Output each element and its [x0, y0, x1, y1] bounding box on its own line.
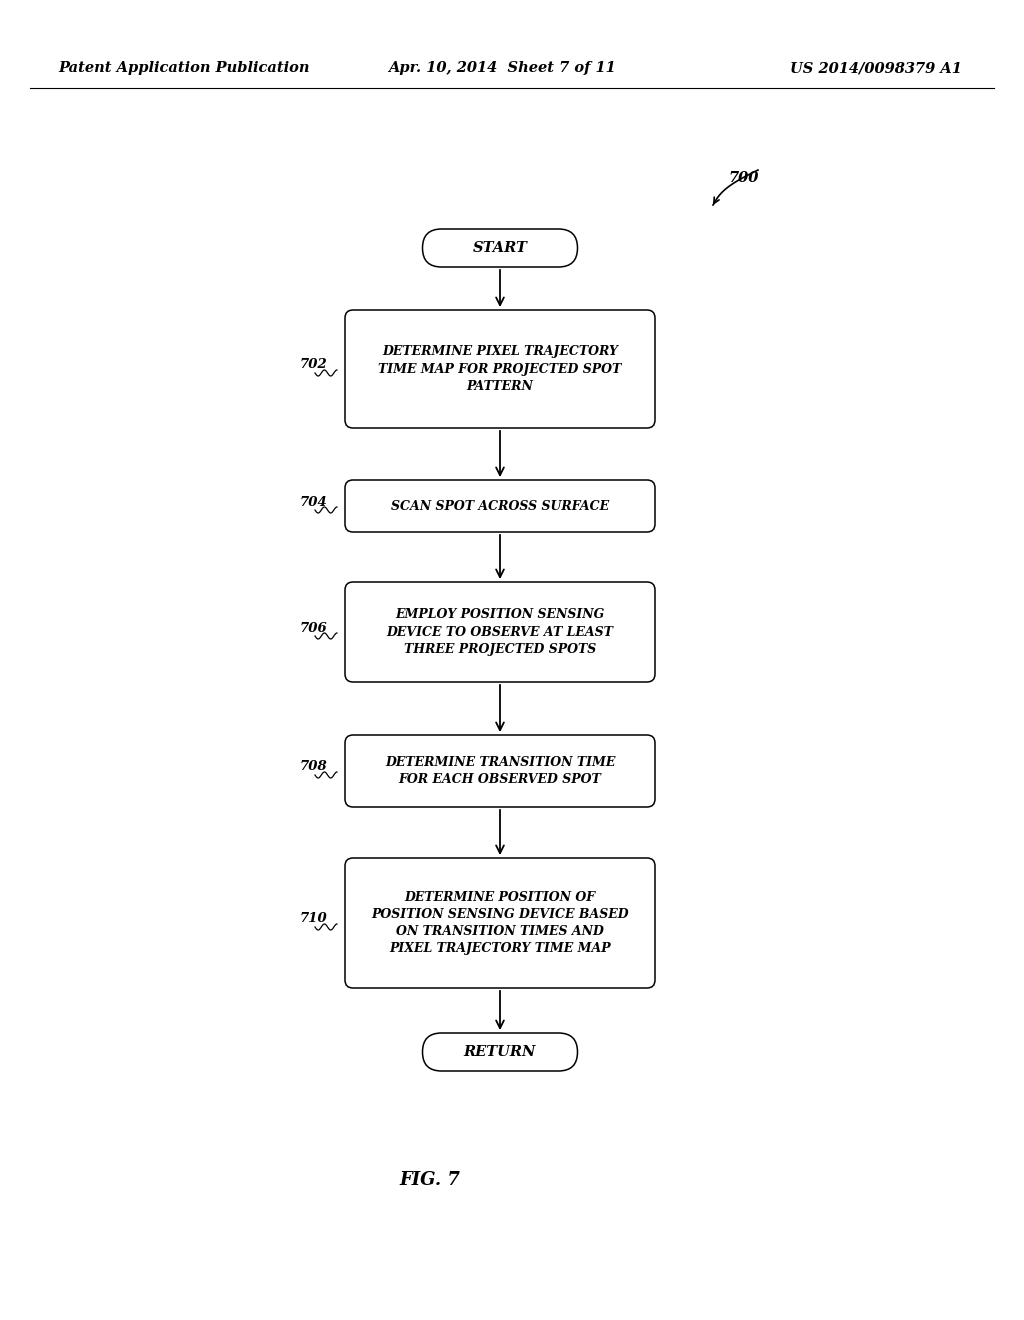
FancyBboxPatch shape [345, 858, 655, 987]
Text: EMPLOY POSITION SENSING
DEVICE TO OBSERVE AT LEAST
THREE PROJECTED SPOTS: EMPLOY POSITION SENSING DEVICE TO OBSERV… [387, 609, 613, 656]
FancyBboxPatch shape [345, 480, 655, 532]
Text: 708: 708 [299, 760, 327, 774]
Text: Patent Application Publication: Patent Application Publication [58, 61, 309, 75]
Text: DETERMINE PIXEL TRAJECTORY
TIME MAP FOR PROJECTED SPOT
PATTERN: DETERMINE PIXEL TRAJECTORY TIME MAP FOR … [379, 346, 622, 392]
Text: START: START [472, 242, 527, 255]
FancyBboxPatch shape [423, 1034, 578, 1071]
FancyBboxPatch shape [423, 228, 578, 267]
Text: US 2014/0098379 A1: US 2014/0098379 A1 [790, 61, 962, 75]
Text: 710: 710 [299, 912, 327, 925]
Text: 704: 704 [299, 495, 327, 508]
Text: RETURN: RETURN [464, 1045, 537, 1059]
Text: Apr. 10, 2014  Sheet 7 of 11: Apr. 10, 2014 Sheet 7 of 11 [388, 61, 615, 75]
Text: 706: 706 [299, 622, 327, 635]
Text: 700: 700 [728, 172, 759, 185]
Text: FIG. 7: FIG. 7 [399, 1171, 461, 1189]
FancyBboxPatch shape [345, 735, 655, 807]
FancyBboxPatch shape [345, 310, 655, 428]
Text: DETERMINE TRANSITION TIME
FOR EACH OBSERVED SPOT: DETERMINE TRANSITION TIME FOR EACH OBSER… [385, 756, 615, 785]
Text: DETERMINE POSITION OF
POSITION SENSING DEVICE BASED
ON TRANSITION TIMES AND
PIXE: DETERMINE POSITION OF POSITION SENSING D… [371, 891, 629, 954]
Text: SCAN SPOT ACROSS SURFACE: SCAN SPOT ACROSS SURFACE [391, 499, 609, 512]
Text: 702: 702 [299, 359, 327, 371]
FancyBboxPatch shape [345, 582, 655, 682]
